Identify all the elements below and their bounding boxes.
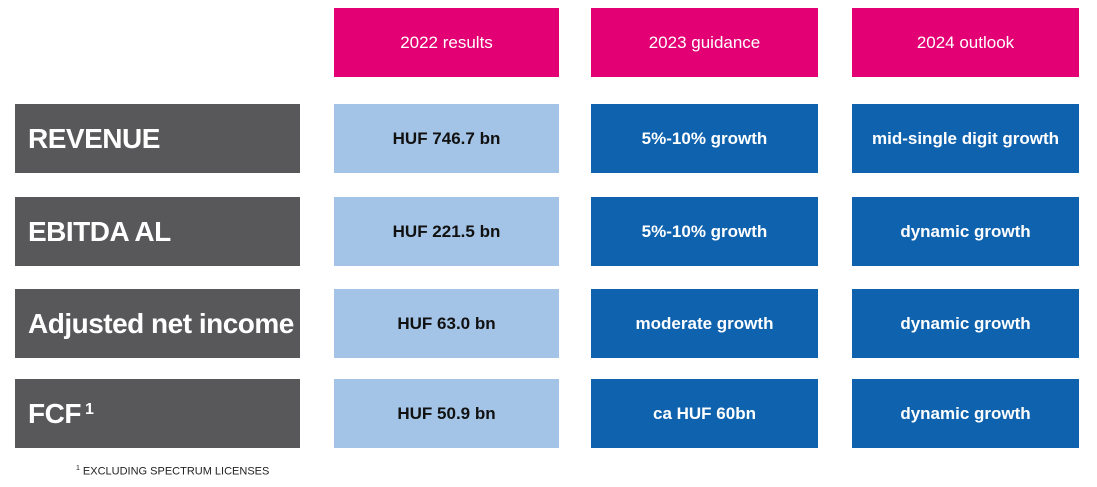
footnote-text: EXCLUDING SPECTRUM LICENSES bbox=[82, 465, 270, 478]
table-cell: 5%-10% growth bbox=[591, 104, 818, 173]
row-label-text: Adjusted net income bbox=[28, 307, 294, 339]
table-cell: ca HUF 60bn bbox=[591, 379, 818, 448]
table-cell: HUF 63.0 bn bbox=[334, 289, 559, 358]
table-cell: HUF 221.5 bn bbox=[334, 197, 559, 266]
table-cell: HUF 746.7 bn bbox=[334, 104, 559, 173]
table-cell: dynamic growth bbox=[852, 289, 1079, 358]
table-cell: 5%-10% growth bbox=[591, 197, 818, 266]
footnote-marker: 1 bbox=[76, 465, 80, 472]
row-label-text: EBITDA AL bbox=[28, 215, 171, 247]
table-cell: HUF 50.9 bn bbox=[334, 379, 559, 448]
row-label: Adjusted net income bbox=[15, 289, 300, 358]
column-header: 2022 results bbox=[334, 8, 559, 77]
row-label: FCF 1 bbox=[15, 379, 300, 448]
table-cell: mid-single digit growth bbox=[852, 104, 1079, 173]
row-label-text: FCF bbox=[28, 397, 81, 429]
table-cell: moderate growth bbox=[591, 289, 818, 358]
table-cell: dynamic growth bbox=[852, 379, 1079, 448]
column-header: 2024 outlook bbox=[852, 8, 1079, 77]
table-cell: dynamic growth bbox=[852, 197, 1079, 266]
column-header: 2023 guidance bbox=[591, 8, 818, 77]
row-label: REVENUE bbox=[15, 104, 300, 173]
footnote: 1 EXCLUDING SPECTRUM LICENSES bbox=[76, 465, 269, 478]
row-label-text: REVENUE bbox=[28, 122, 160, 154]
row-label: EBITDA AL bbox=[15, 197, 300, 266]
row-label-footnote-marker: 1 bbox=[84, 400, 94, 418]
